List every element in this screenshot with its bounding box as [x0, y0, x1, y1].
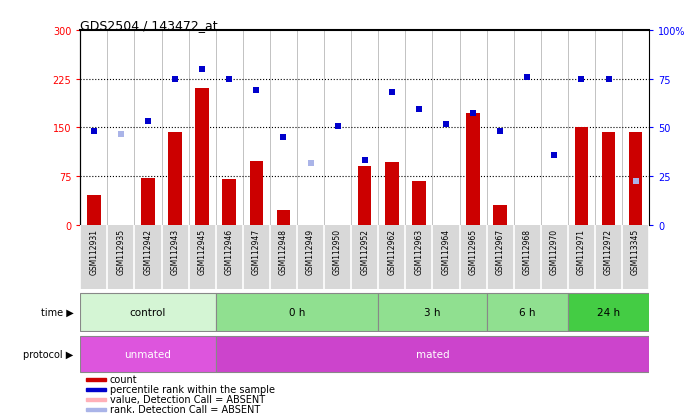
Text: GSM112935: GSM112935 [117, 228, 126, 274]
Text: protocol ▶: protocol ▶ [23, 349, 73, 359]
Bar [80, 336, 216, 372]
Text: 24 h: 24 h [597, 307, 620, 317]
Bar [602, 133, 615, 225]
Text: GSM112963: GSM112963 [415, 228, 424, 274]
Bar [412, 181, 426, 225]
Text: mated: mated [415, 349, 450, 359]
Text: control: control [130, 307, 166, 317]
Bar [195, 89, 209, 225]
Text: GSM112971: GSM112971 [577, 228, 586, 274]
Text: 6 h: 6 h [519, 307, 535, 317]
Text: GSM112949: GSM112949 [306, 228, 315, 274]
Text: GSM112942: GSM112942 [144, 228, 152, 274]
Bar [87, 196, 101, 225]
Text: rank, Detection Call = ABSENT: rank, Detection Call = ABSENT [110, 404, 260, 413]
Text: GSM112968: GSM112968 [523, 228, 532, 274]
Text: GSM112952: GSM112952 [360, 228, 369, 274]
Bar [86, 408, 106, 411]
Bar [80, 293, 216, 331]
Text: count: count [110, 375, 138, 385]
Bar [574, 128, 588, 225]
Text: unmated: unmated [124, 349, 172, 359]
Text: time ▶: time ▶ [40, 307, 73, 317]
Text: GSM112931: GSM112931 [89, 228, 98, 274]
Bar [168, 133, 182, 225]
Text: value, Detection Call = ABSENT: value, Detection Call = ABSENT [110, 394, 265, 404]
Bar [86, 378, 106, 381]
Text: GSM112950: GSM112950 [333, 228, 342, 274]
Bar [216, 293, 378, 331]
Bar [568, 293, 649, 331]
Text: GDS2504 / 143472_at: GDS2504 / 143472_at [80, 19, 218, 31]
Text: GSM112943: GSM112943 [170, 228, 179, 274]
Text: GSM112967: GSM112967 [496, 228, 505, 274]
Bar [385, 162, 399, 225]
Bar [493, 206, 507, 225]
Bar [466, 114, 480, 225]
Bar [86, 398, 106, 401]
Text: GSM112946: GSM112946 [225, 228, 234, 274]
Text: GSM112964: GSM112964 [441, 228, 450, 274]
Bar [487, 293, 568, 331]
Bar [86, 388, 106, 391]
Text: 3 h: 3 h [424, 307, 440, 317]
Bar [378, 293, 487, 331]
Text: percentile rank within the sample: percentile rank within the sample [110, 385, 275, 394]
Text: GSM112947: GSM112947 [252, 228, 261, 274]
Bar [141, 178, 155, 225]
Bar [358, 167, 371, 225]
Text: 0 h: 0 h [289, 307, 305, 317]
Bar [276, 211, 290, 225]
Text: GSM112970: GSM112970 [550, 228, 559, 274]
Bar [223, 180, 236, 225]
Text: GSM112948: GSM112948 [279, 228, 288, 274]
Text: GSM112962: GSM112962 [387, 228, 396, 274]
Text: GSM112972: GSM112972 [604, 228, 613, 274]
Text: GSM113345: GSM113345 [631, 228, 640, 274]
Bar [629, 133, 642, 225]
Bar [250, 161, 263, 225]
Text: GSM112965: GSM112965 [468, 228, 477, 274]
Text: GSM112945: GSM112945 [198, 228, 207, 274]
Bar [216, 336, 649, 372]
